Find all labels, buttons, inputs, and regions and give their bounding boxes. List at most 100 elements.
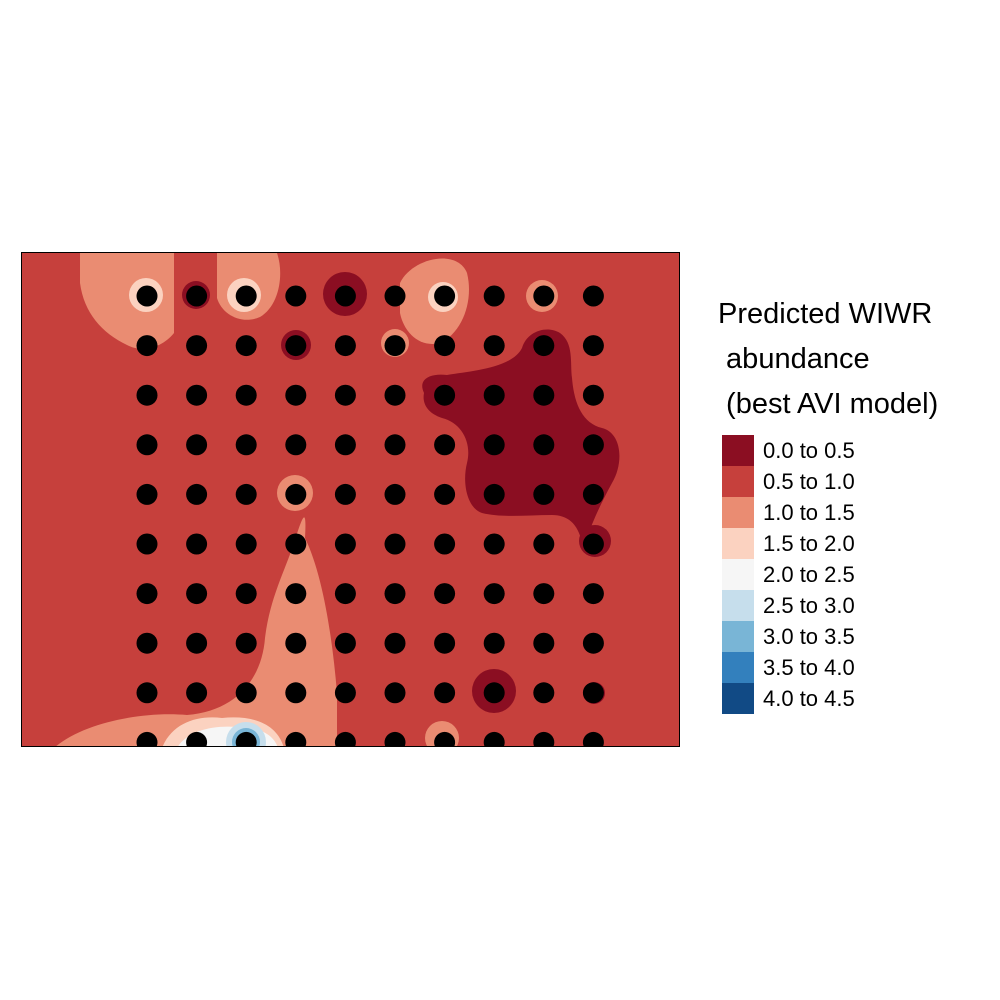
survey-point [136, 583, 158, 605]
survey-point [384, 731, 406, 746]
legend-swatch [722, 590, 754, 621]
survey-point [285, 434, 307, 456]
survey-point [434, 583, 456, 605]
survey-point [483, 682, 505, 704]
survey-point [582, 384, 604, 406]
survey-point [186, 583, 208, 605]
legend-label: 1.5 to 2.0 [763, 530, 855, 556]
survey-point [186, 533, 208, 555]
legend-row: 2.5 to 3.0 [722, 590, 988, 621]
legend-label: 2.0 to 2.5 [763, 561, 855, 587]
survey-point [285, 335, 307, 357]
survey-point [582, 583, 604, 605]
survey-points [136, 285, 604, 746]
legend: Predicted WIWR abundance (best AVI model… [718, 292, 988, 714]
legend-classes: 0.0 to 0.5 0.5 to 1.0 1.0 to 1.5 1.5 to … [722, 435, 988, 714]
survey-point [533, 483, 555, 505]
survey-point [186, 682, 208, 704]
legend-title-line-3: (best AVI model) [718, 388, 939, 420]
survey-point [136, 434, 158, 456]
survey-point [334, 335, 356, 357]
legend-row: 0.5 to 1.0 [722, 466, 988, 497]
survey-point [334, 483, 356, 505]
survey-point [235, 682, 257, 704]
survey-point [483, 632, 505, 654]
survey-point [483, 583, 505, 605]
survey-point [434, 285, 456, 307]
survey-point [136, 384, 158, 406]
survey-point [285, 583, 307, 605]
survey-point [434, 434, 456, 456]
legend-swatch [722, 528, 754, 559]
survey-point [384, 682, 406, 704]
legend-swatch [722, 435, 754, 466]
survey-point [434, 682, 456, 704]
survey-point [235, 384, 257, 406]
survey-point [582, 632, 604, 654]
survey-point [235, 285, 257, 307]
survey-point [235, 335, 257, 357]
survey-point [235, 533, 257, 555]
legend-swatch [722, 497, 754, 528]
survey-point [334, 632, 356, 654]
survey-point [285, 533, 307, 555]
survey-point [235, 583, 257, 605]
zone-1.0-1.5-top-left [80, 253, 174, 349]
legend-row: 1.0 to 1.5 [722, 497, 988, 528]
survey-point [235, 434, 257, 456]
legend-label: 2.5 to 3.0 [763, 592, 855, 618]
survey-point [533, 434, 555, 456]
survey-point [483, 483, 505, 505]
survey-point [136, 335, 158, 357]
survey-point [384, 632, 406, 654]
survey-point [285, 384, 307, 406]
survey-point [384, 335, 406, 357]
survey-point [235, 731, 257, 746]
legend-swatch [722, 559, 754, 590]
survey-point [136, 285, 158, 307]
survey-point [334, 285, 356, 307]
survey-point [582, 335, 604, 357]
survey-point [285, 483, 307, 505]
survey-point [483, 384, 505, 406]
survey-point [136, 682, 158, 704]
survey-point [582, 434, 604, 456]
legend-row: 1.5 to 2.0 [722, 528, 988, 559]
survey-point [582, 731, 604, 746]
zone-1.0-1.5-bottom [56, 517, 337, 746]
survey-point [533, 583, 555, 605]
survey-point [483, 434, 505, 456]
legend-row: 2.0 to 2.5 [722, 559, 988, 590]
survey-point [186, 632, 208, 654]
survey-point [582, 285, 604, 307]
survey-point [483, 731, 505, 746]
zone-0.0-0.5-right [422, 329, 620, 543]
legend-label: 1.0 to 1.5 [763, 499, 855, 525]
survey-point [136, 533, 158, 555]
survey-point [582, 533, 604, 555]
survey-point [434, 632, 456, 654]
legend-row: 0.0 to 0.5 [722, 435, 988, 466]
survey-point [186, 335, 208, 357]
legend-label: 4.0 to 4.5 [763, 685, 855, 711]
survey-point [186, 483, 208, 505]
survey-point [434, 533, 456, 555]
survey-point [533, 384, 555, 406]
survey-point [235, 483, 257, 505]
survey-point [384, 384, 406, 406]
legend-swatch [722, 683, 754, 714]
survey-point [334, 434, 356, 456]
survey-point [136, 632, 158, 654]
survey-point [285, 682, 307, 704]
survey-point [285, 285, 307, 307]
survey-point [434, 731, 456, 746]
survey-point [582, 682, 604, 704]
legend-label: 3.5 to 4.0 [763, 654, 855, 680]
survey-point [235, 632, 257, 654]
legend-swatch [722, 466, 754, 497]
prediction-raster [56, 253, 620, 746]
survey-point [434, 483, 456, 505]
survey-point [334, 384, 356, 406]
survey-point [384, 583, 406, 605]
survey-point [533, 682, 555, 704]
